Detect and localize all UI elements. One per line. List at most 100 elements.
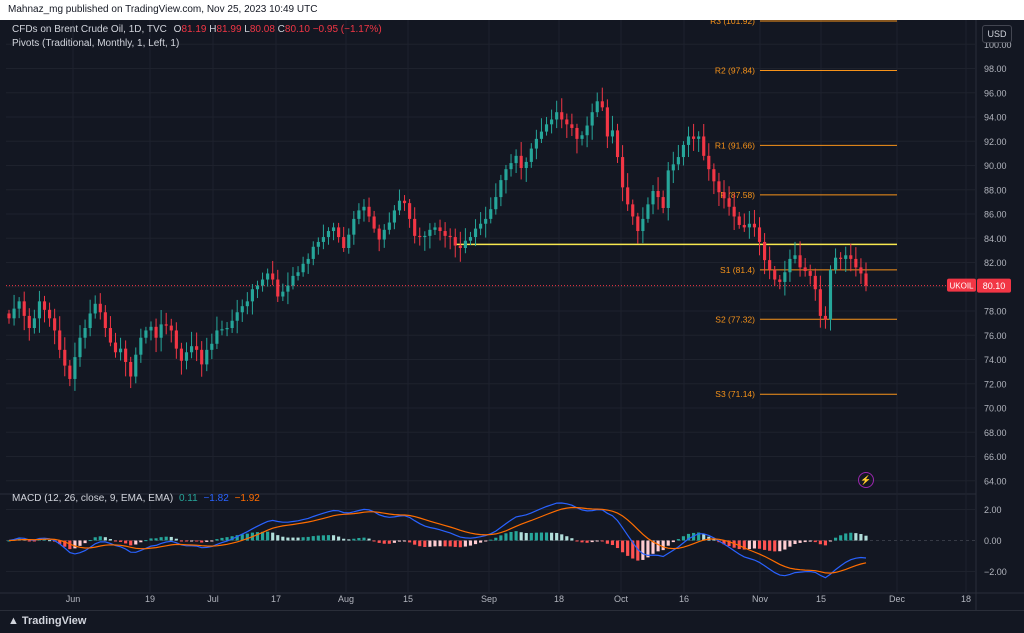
macd-histogram-bar [671, 540, 675, 543]
candle-body [68, 365, 72, 379]
candle-body [286, 285, 290, 292]
x-tick-label: 18 [961, 594, 971, 604]
macd-histogram-bar [78, 540, 82, 546]
macd-histogram-bar [108, 539, 112, 541]
candle-body [763, 241, 767, 261]
candle-body [656, 191, 660, 198]
macd-histogram-bar [534, 532, 538, 541]
publish-line: Mahnaz_mg published on TradingView.com, … [8, 4, 318, 15]
macd-histogram-bar [205, 540, 209, 542]
candle-body [570, 124, 574, 128]
candle-body [118, 348, 123, 353]
candle-body [692, 136, 696, 139]
candle-body [717, 181, 721, 193]
macd-histogram-bar [418, 540, 422, 547]
macd-histogram-bar [813, 540, 817, 543]
candle-body [347, 234, 351, 248]
macd-histogram-bar [291, 537, 295, 541]
candle-body [539, 131, 544, 139]
footer-bar: ▲ TradingView [0, 610, 1024, 633]
legend-row-pivots: Pivots (Traditional, Monthly, 1, Left, 1… [12, 38, 179, 49]
macd-histogram-bar [392, 540, 396, 543]
macd-histogram-bar [484, 540, 488, 542]
candle-body [646, 204, 650, 219]
price-chart[interactable]: 64.00 66.00 68.00 70.00 72.00 74.00 76.00 78.00… [0, 20, 1024, 610]
legend-row-macd: MACD (12, 26, close, 9, EMA, EMA) 0.11 −… [12, 493, 260, 504]
candle-body [134, 354, 138, 377]
legend-symbol: CFDs on Brent Crude Oil, 1D, TVC [12, 24, 167, 35]
macd-histogram-bar [98, 536, 102, 541]
candle-body [73, 357, 77, 379]
candle-body [595, 101, 599, 113]
candle-body [823, 315, 828, 320]
y-tick-label: 72.00 [984, 379, 1007, 389]
legend-change: −0.95 (−1.17%) [312, 24, 382, 35]
macd-histogram-bar [63, 540, 67, 547]
candle-body [124, 348, 128, 362]
candle-body [778, 279, 782, 282]
candle-body [544, 124, 549, 132]
macd-histogram-bar [818, 540, 822, 545]
candle-body [514, 155, 518, 164]
macd-histogram-bar [260, 531, 265, 541]
candle-body [37, 301, 41, 319]
candle-body [22, 301, 26, 316]
candle-body [676, 157, 680, 165]
macd-histogram-bar [276, 535, 280, 541]
currency-button[interactable]: USD [982, 25, 1012, 43]
macd-histogram-bar [641, 540, 645, 560]
macd-histogram-bar [722, 540, 726, 545]
legend-pivots: Pivots (Traditional, Monthly, 1, Left, 1… [12, 38, 180, 49]
candle-body [408, 203, 412, 219]
macd-histogram-bar [605, 540, 609, 544]
tradingview-logo[interactable]: ▲ TradingView [8, 615, 86, 627]
candle-body [63, 349, 67, 366]
macd-histogram-bar [778, 540, 782, 552]
macd-histogram-bar [306, 536, 310, 541]
macd-histogram-bar [413, 540, 417, 545]
macd-histogram-bar [195, 540, 199, 542]
candle-body [306, 258, 310, 264]
macd-histogram-bar [382, 540, 386, 544]
candle-body [240, 306, 244, 313]
pivot-label: R2 (97.84) [715, 65, 755, 75]
candle-body [651, 191, 655, 205]
macd-histogram-bar [245, 533, 249, 541]
macd-histogram-bar [118, 540, 123, 542]
macd-histogram-bar [458, 540, 462, 548]
candle-body [468, 237, 473, 241]
macd-histogram-bar [296, 537, 300, 541]
candle-body [834, 257, 838, 270]
macd-histogram-bar [408, 540, 412, 543]
macd-histogram-bar [844, 533, 848, 541]
legend-row-symbol: CFDs on Brent Crude Oil, 1D, TVC O81.19 … [12, 24, 382, 35]
candle-body [129, 361, 133, 377]
candle-body [382, 229, 386, 240]
legend-open-label: O [173, 24, 182, 35]
y-tick-label: 84.00 [984, 234, 1007, 244]
candle-body [326, 231, 331, 238]
macd-histogram-bar [387, 540, 391, 544]
legend-macd-signal: −1.92 [234, 493, 260, 504]
candle-body [742, 224, 746, 228]
pivot-label: P (87.58) [720, 190, 755, 200]
macd-histogram-bar [600, 540, 604, 542]
macd-histogram-bar [433, 540, 437, 547]
candle-body [78, 337, 82, 358]
macd-histogram-bar [357, 538, 361, 541]
candle-body [529, 148, 533, 162]
candle-body [448, 235, 452, 238]
legend-macd-name: MACD (12, 26, close, 9, EMA, EMA) [12, 493, 174, 504]
candle-body [534, 138, 538, 149]
candle-body [631, 204, 635, 217]
lightning-icon[interactable]: ⚡ [858, 472, 874, 488]
candle-body [519, 155, 523, 168]
candle-body [12, 308, 16, 319]
candle-body [316, 241, 320, 247]
candle-body [854, 258, 858, 268]
candle-body [174, 330, 178, 349]
macd-histogram-bar [494, 537, 498, 541]
macd-histogram-bar [550, 532, 554, 541]
candle-body [250, 289, 254, 302]
candle-body [413, 218, 417, 236]
